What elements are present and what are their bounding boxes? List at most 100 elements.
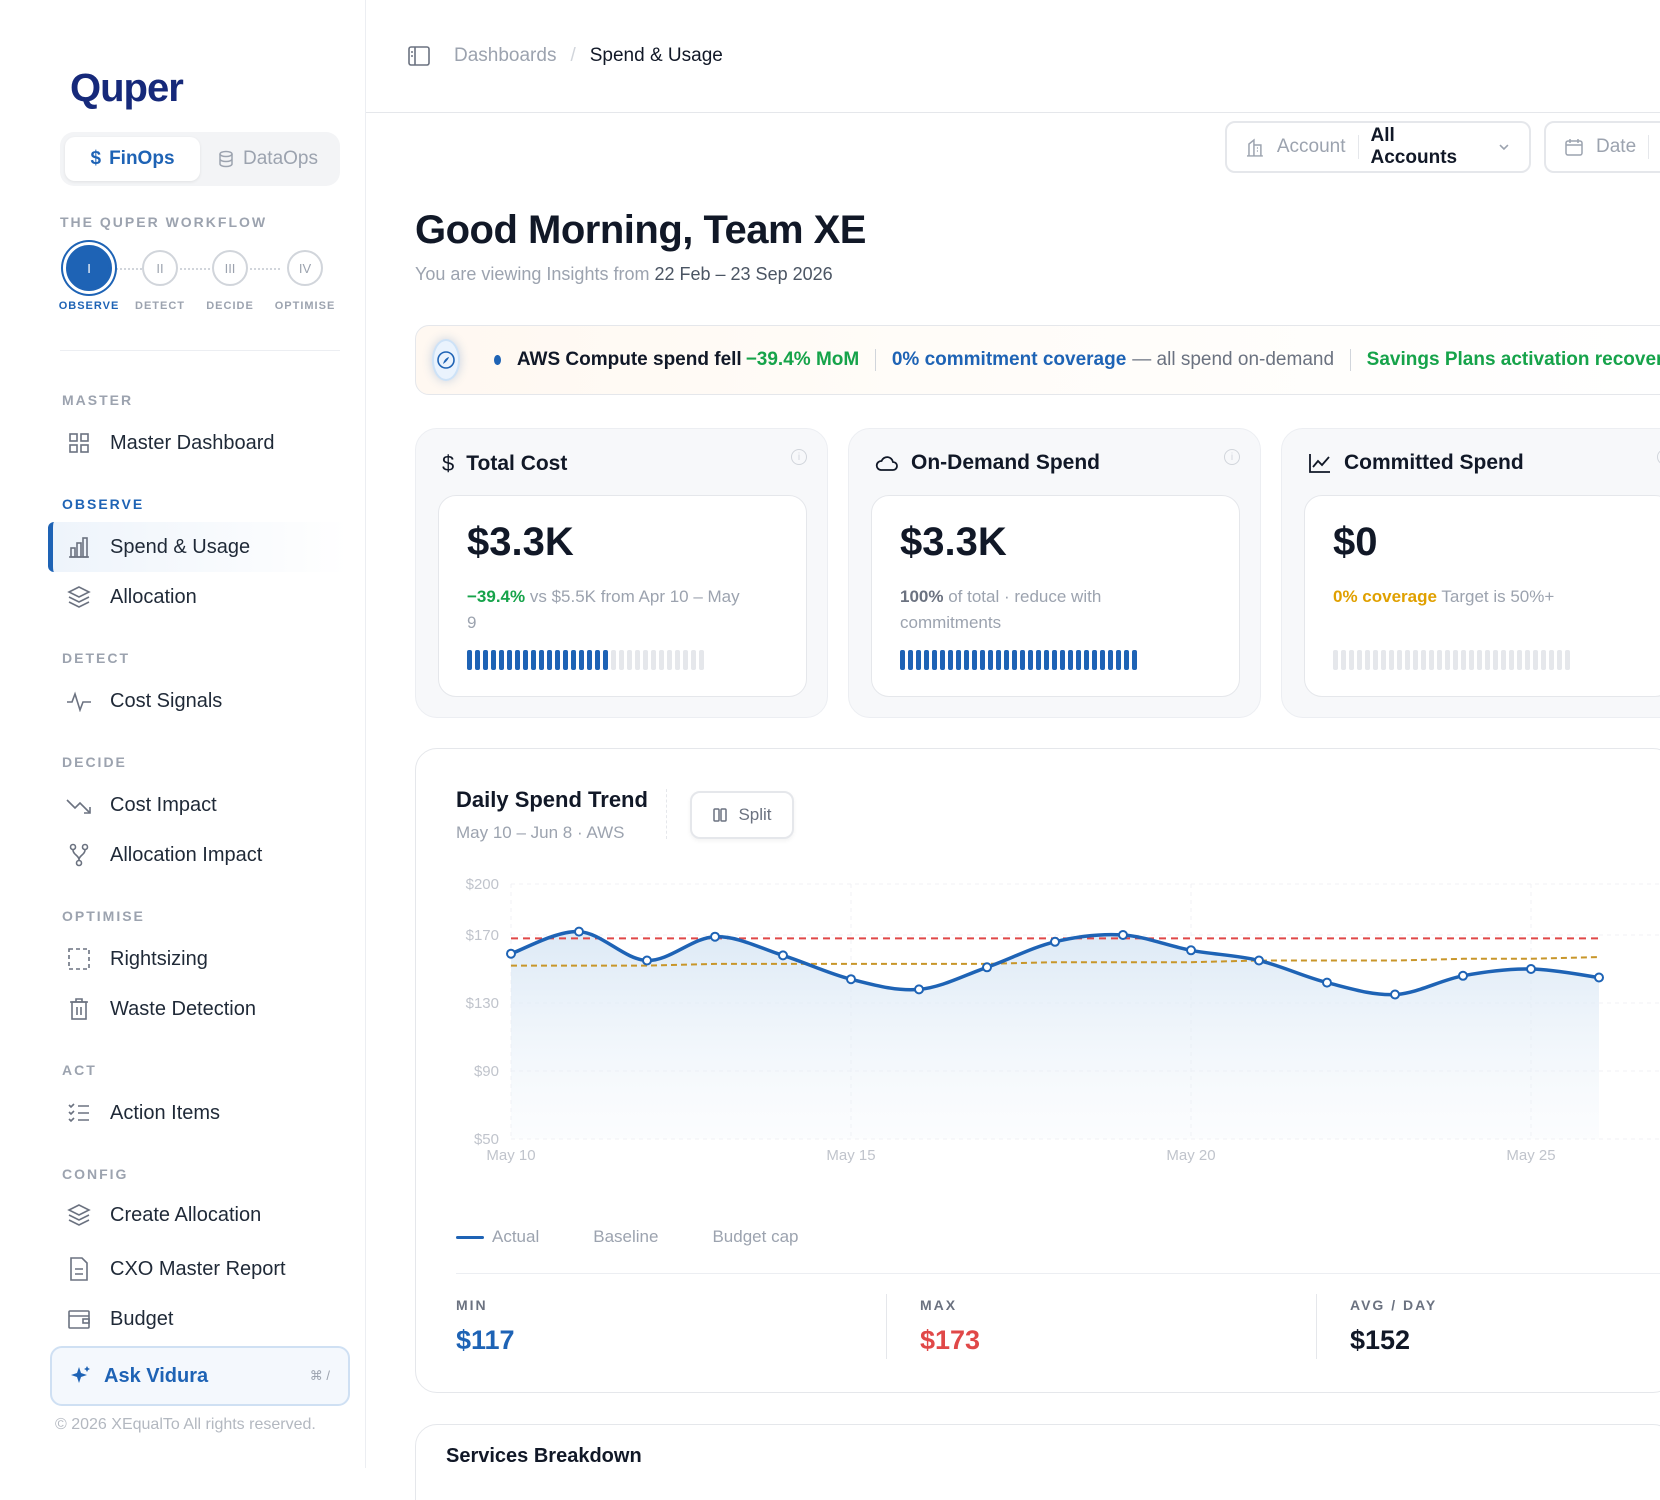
sidebar-item-action-items[interactable]: Action Items bbox=[48, 1088, 348, 1138]
info-icon[interactable]: i bbox=[1224, 449, 1240, 465]
kpi-progress bbox=[467, 650, 704, 670]
sidebar-item-budget[interactable]: Budget bbox=[48, 1294, 348, 1344]
trending-down-icon bbox=[66, 792, 92, 818]
insights-date-range: 22 Feb – 23 Sep 2026 bbox=[654, 264, 833, 284]
progress-segment bbox=[1092, 650, 1097, 670]
resize-icon bbox=[66, 946, 92, 972]
kpi-title: Committed Spend bbox=[1344, 451, 1524, 474]
sidebar-divider bbox=[60, 350, 340, 351]
kpi-value: $0 bbox=[1333, 520, 1378, 564]
sidebar-item-cost-signals[interactable]: Cost Signals bbox=[48, 676, 348, 726]
progress-segment bbox=[603, 650, 608, 670]
section-decide: DECIDE bbox=[62, 754, 127, 770]
finops-tab[interactable]: $ FinOps bbox=[65, 137, 200, 181]
sidebar-item-master-dashboard[interactable]: Master Dashboard bbox=[48, 418, 348, 468]
legend-budget-cap[interactable]: Budget cap bbox=[712, 1227, 798, 1247]
workflow-step-detect[interactable]: II DETECT bbox=[125, 250, 195, 312]
section-act: ACT bbox=[62, 1062, 97, 1078]
legend-label: Actual bbox=[492, 1227, 540, 1246]
legend-swatch bbox=[456, 1235, 484, 1239]
progress-segment bbox=[619, 650, 624, 670]
kpi-title: On-Demand Spend bbox=[911, 451, 1101, 474]
banner-insight-3: Savings Plans activation recovery bbox=[1366, 349, 1660, 370]
sidebar-item-cxo-master-report[interactable]: CXO Master Report bbox=[48, 1244, 348, 1294]
progress-segment bbox=[491, 650, 496, 670]
stats-divider bbox=[456, 1273, 1660, 1274]
insight-banner[interactable]: AWS Compute spend fell −39.4% MoM 0% com… bbox=[415, 325, 1660, 395]
layers-icon bbox=[66, 584, 92, 610]
actual-point bbox=[982, 962, 992, 973]
progress-segment bbox=[651, 650, 656, 670]
kpi-value: $3.3K bbox=[900, 520, 1007, 564]
kpi-highlight: 100% bbox=[900, 587, 944, 606]
account-filter[interactable]: Account All Accounts bbox=[1225, 121, 1531, 173]
kpi-header: On-Demand Spend bbox=[875, 451, 1100, 475]
progress-segment bbox=[635, 650, 640, 670]
progress-segment bbox=[1044, 650, 1049, 670]
mode-switch: $ FinOps DataOps bbox=[60, 132, 340, 186]
sidebar-item-create-allocation[interactable]: Create Allocation bbox=[48, 1190, 348, 1240]
finops-label: FinOps bbox=[109, 148, 175, 169]
sidebar-item-cost-impact[interactable]: Cost Impact bbox=[48, 780, 348, 830]
quper-logo[interactable]: Quper bbox=[70, 60, 184, 116]
step-circle: II bbox=[142, 250, 178, 286]
banner-insight-2: 0% commitment coverage bbox=[891, 349, 1127, 370]
kpi-header: $ Total Cost bbox=[442, 451, 567, 477]
activity-icon bbox=[66, 688, 92, 714]
progress-segment bbox=[675, 650, 680, 670]
ask-vidura-button[interactable]: Ask Vidura ⌘ / bbox=[50, 1346, 350, 1406]
insights-prefix: You are viewing Insights from bbox=[415, 264, 650, 284]
stat-max: MAX $173 bbox=[920, 1297, 980, 1356]
workflow-step-optimise[interactable]: IV OPTIMISE bbox=[270, 250, 340, 312]
progress-segment bbox=[1509, 650, 1514, 670]
section-observe: OBSERVE bbox=[62, 496, 145, 512]
progress-segment bbox=[1341, 650, 1346, 670]
progress-segment bbox=[1373, 650, 1378, 670]
sidebar-item-waste-detection[interactable]: Waste Detection bbox=[48, 984, 348, 1034]
progress-segment bbox=[1036, 650, 1041, 670]
brand-name: Quper bbox=[70, 65, 184, 110]
kpi-note: −39.4% vs $5.5K from Apr 10 – May 9 bbox=[467, 584, 747, 636]
sidebar-item-spend-usage[interactable]: Spend & Usage bbox=[48, 522, 348, 572]
banner-insight-2-rest: — all spend on-demand bbox=[1132, 349, 1335, 370]
copyright: © 2026 XEqualTo All rights reserved. bbox=[55, 1416, 316, 1433]
legend-actual[interactable]: Actual bbox=[456, 1227, 539, 1247]
progress-segment bbox=[1541, 650, 1546, 670]
progress-segment bbox=[563, 650, 568, 670]
progress-segment bbox=[1429, 650, 1434, 670]
breadcrumb-dashboards[interactable]: Dashboards bbox=[454, 45, 557, 66]
stat-value: $152 bbox=[1350, 1325, 1411, 1355]
filter-divider bbox=[1357, 135, 1359, 159]
sidebar-item-allocation-impact[interactable]: Allocation Impact bbox=[48, 830, 348, 880]
workflow-step-observe[interactable]: I OBSERVE bbox=[54, 245, 124, 312]
progress-segment bbox=[1389, 650, 1394, 670]
kpi-card-on-demand-spend: On-Demand Spend i $3.3K 100% of total · … bbox=[848, 428, 1261, 718]
progress-segment bbox=[956, 650, 961, 670]
progress-segment bbox=[691, 650, 696, 670]
sidebar-item-label: Spend & Usage bbox=[110, 535, 251, 558]
info-icon[interactable]: i bbox=[791, 449, 807, 465]
sidebar-item-rightsizing[interactable]: Rightsizing bbox=[48, 934, 348, 984]
y-tick-label: $130 bbox=[466, 995, 499, 1012]
date-filter[interactable]: Date bbox=[1544, 121, 1660, 173]
y-tick-label: $90 bbox=[474, 1063, 499, 1080]
progress-segment bbox=[996, 650, 1001, 670]
calendar-icon bbox=[1565, 139, 1583, 156]
stat-label: MAX bbox=[920, 1297, 958, 1313]
split-button[interactable]: Split bbox=[690, 791, 794, 839]
stat-label: MIN bbox=[456, 1297, 488, 1313]
workflow-step-decide[interactable]: III DECIDE bbox=[195, 250, 265, 312]
bar-chart-icon bbox=[66, 534, 92, 560]
kpi-title: Total Cost bbox=[466, 452, 568, 475]
sidebar-toggle-icon[interactable] bbox=[408, 46, 430, 66]
progress-segment bbox=[1437, 650, 1442, 670]
sparkle-icon bbox=[71, 1366, 90, 1383]
stat-value: $117 bbox=[456, 1325, 515, 1355]
actual-point bbox=[1322, 977, 1332, 988]
progress-segment bbox=[699, 650, 704, 670]
stat-divider bbox=[886, 1294, 887, 1359]
dataops-tab[interactable]: DataOps bbox=[200, 137, 335, 181]
sidebar-item-allocation[interactable]: Allocation bbox=[48, 572, 348, 622]
legend-baseline[interactable]: Baseline bbox=[593, 1227, 658, 1247]
progress-segment bbox=[547, 650, 552, 670]
